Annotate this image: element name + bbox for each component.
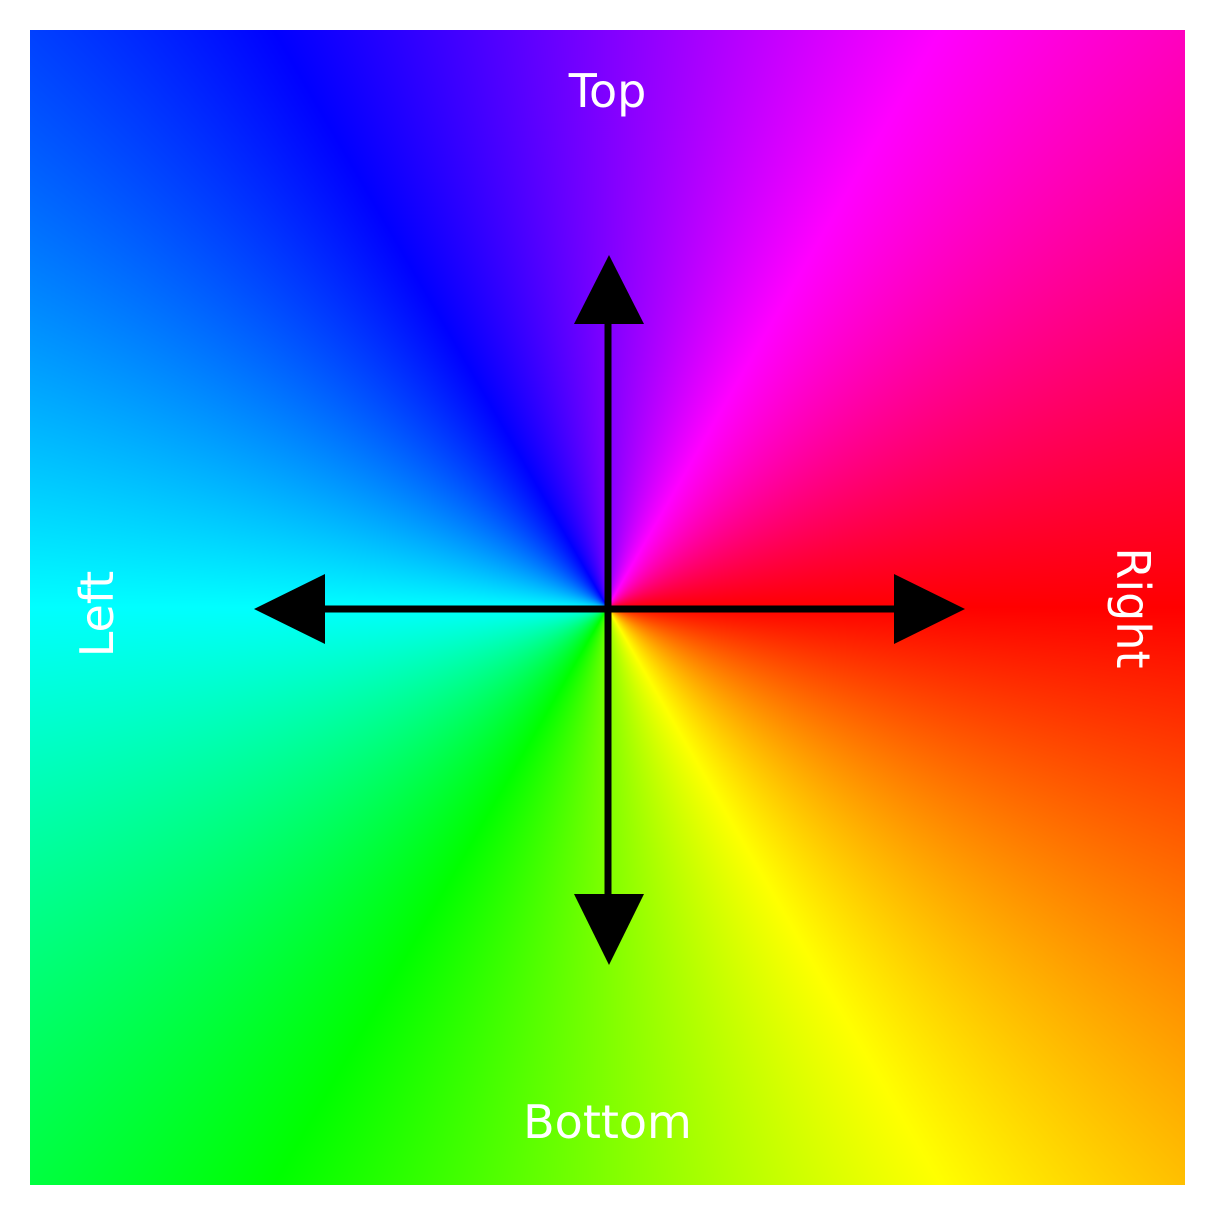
arrow-left-icon — [254, 574, 608, 644]
label-right: Right — [1106, 547, 1160, 669]
label-top: Top — [568, 64, 647, 118]
label-left: Left — [70, 570, 124, 658]
arrow-up-icon — [574, 255, 644, 608]
label-bottom: Bottom — [523, 1095, 692, 1149]
arrow-down-icon — [574, 608, 644, 965]
arrow-right-icon — [608, 574, 965, 644]
